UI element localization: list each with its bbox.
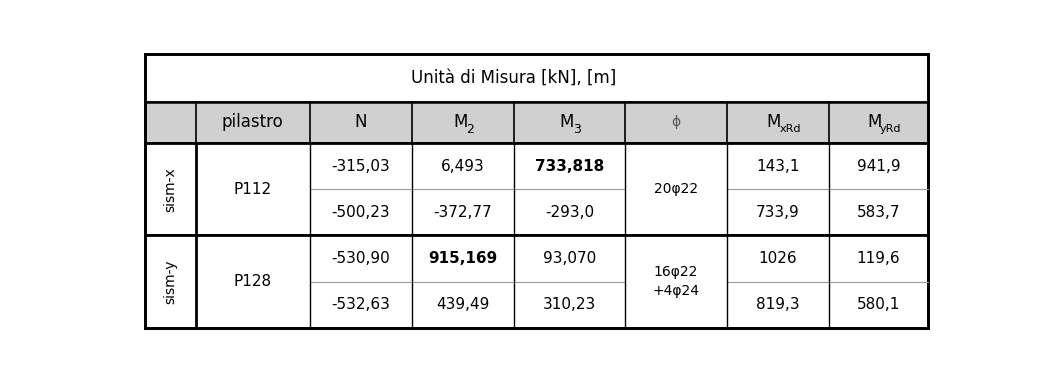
- Text: -372,77: -372,77: [433, 205, 492, 220]
- Text: 143,1: 143,1: [756, 159, 800, 174]
- Text: 93,070: 93,070: [542, 251, 596, 266]
- Text: -315,03: -315,03: [332, 159, 391, 174]
- Text: 819,3: 819,3: [756, 297, 800, 312]
- Text: pilastro: pilastro: [222, 113, 284, 132]
- Text: 119,6: 119,6: [856, 251, 900, 266]
- Bar: [146, 102, 928, 143]
- Text: 733,818: 733,818: [535, 159, 604, 174]
- Text: 310,23: 310,23: [542, 297, 596, 312]
- Text: -532,63: -532,63: [332, 297, 391, 312]
- Text: M: M: [766, 113, 781, 132]
- Bar: [146, 235, 928, 328]
- Text: 733,9: 733,9: [756, 205, 800, 220]
- Text: -293,0: -293,0: [544, 205, 594, 220]
- Text: 915,169: 915,169: [428, 251, 497, 266]
- Text: -500,23: -500,23: [332, 205, 391, 220]
- Text: -530,90: -530,90: [332, 251, 391, 266]
- Text: M: M: [560, 113, 574, 132]
- Text: ϕ: ϕ: [671, 116, 681, 130]
- Text: M: M: [867, 113, 882, 132]
- Text: 6,493: 6,493: [441, 159, 485, 174]
- Text: N: N: [355, 113, 367, 132]
- Text: 1026: 1026: [759, 251, 798, 266]
- Text: 20φ22: 20φ22: [653, 182, 698, 196]
- Text: M: M: [453, 113, 468, 132]
- Text: sism-x: sism-x: [163, 167, 178, 212]
- Text: sism-y: sism-y: [163, 259, 178, 304]
- Text: yRd: yRd: [879, 124, 901, 134]
- Text: Unità di Misura [kN], [m]: Unità di Misura [kN], [m]: [411, 69, 617, 87]
- Text: 583,7: 583,7: [856, 205, 900, 220]
- Text: P112: P112: [233, 182, 272, 197]
- Text: 16φ22
+4φ24: 16φ22 +4φ24: [652, 265, 699, 298]
- Text: 439,49: 439,49: [437, 297, 490, 312]
- Text: 3: 3: [573, 123, 581, 136]
- Text: P128: P128: [233, 274, 272, 289]
- Text: 580,1: 580,1: [856, 297, 900, 312]
- Bar: [146, 143, 928, 235]
- Text: xRd: xRd: [780, 124, 801, 134]
- Bar: [146, 54, 928, 102]
- Text: 2: 2: [466, 123, 474, 136]
- Text: 941,9: 941,9: [856, 159, 900, 174]
